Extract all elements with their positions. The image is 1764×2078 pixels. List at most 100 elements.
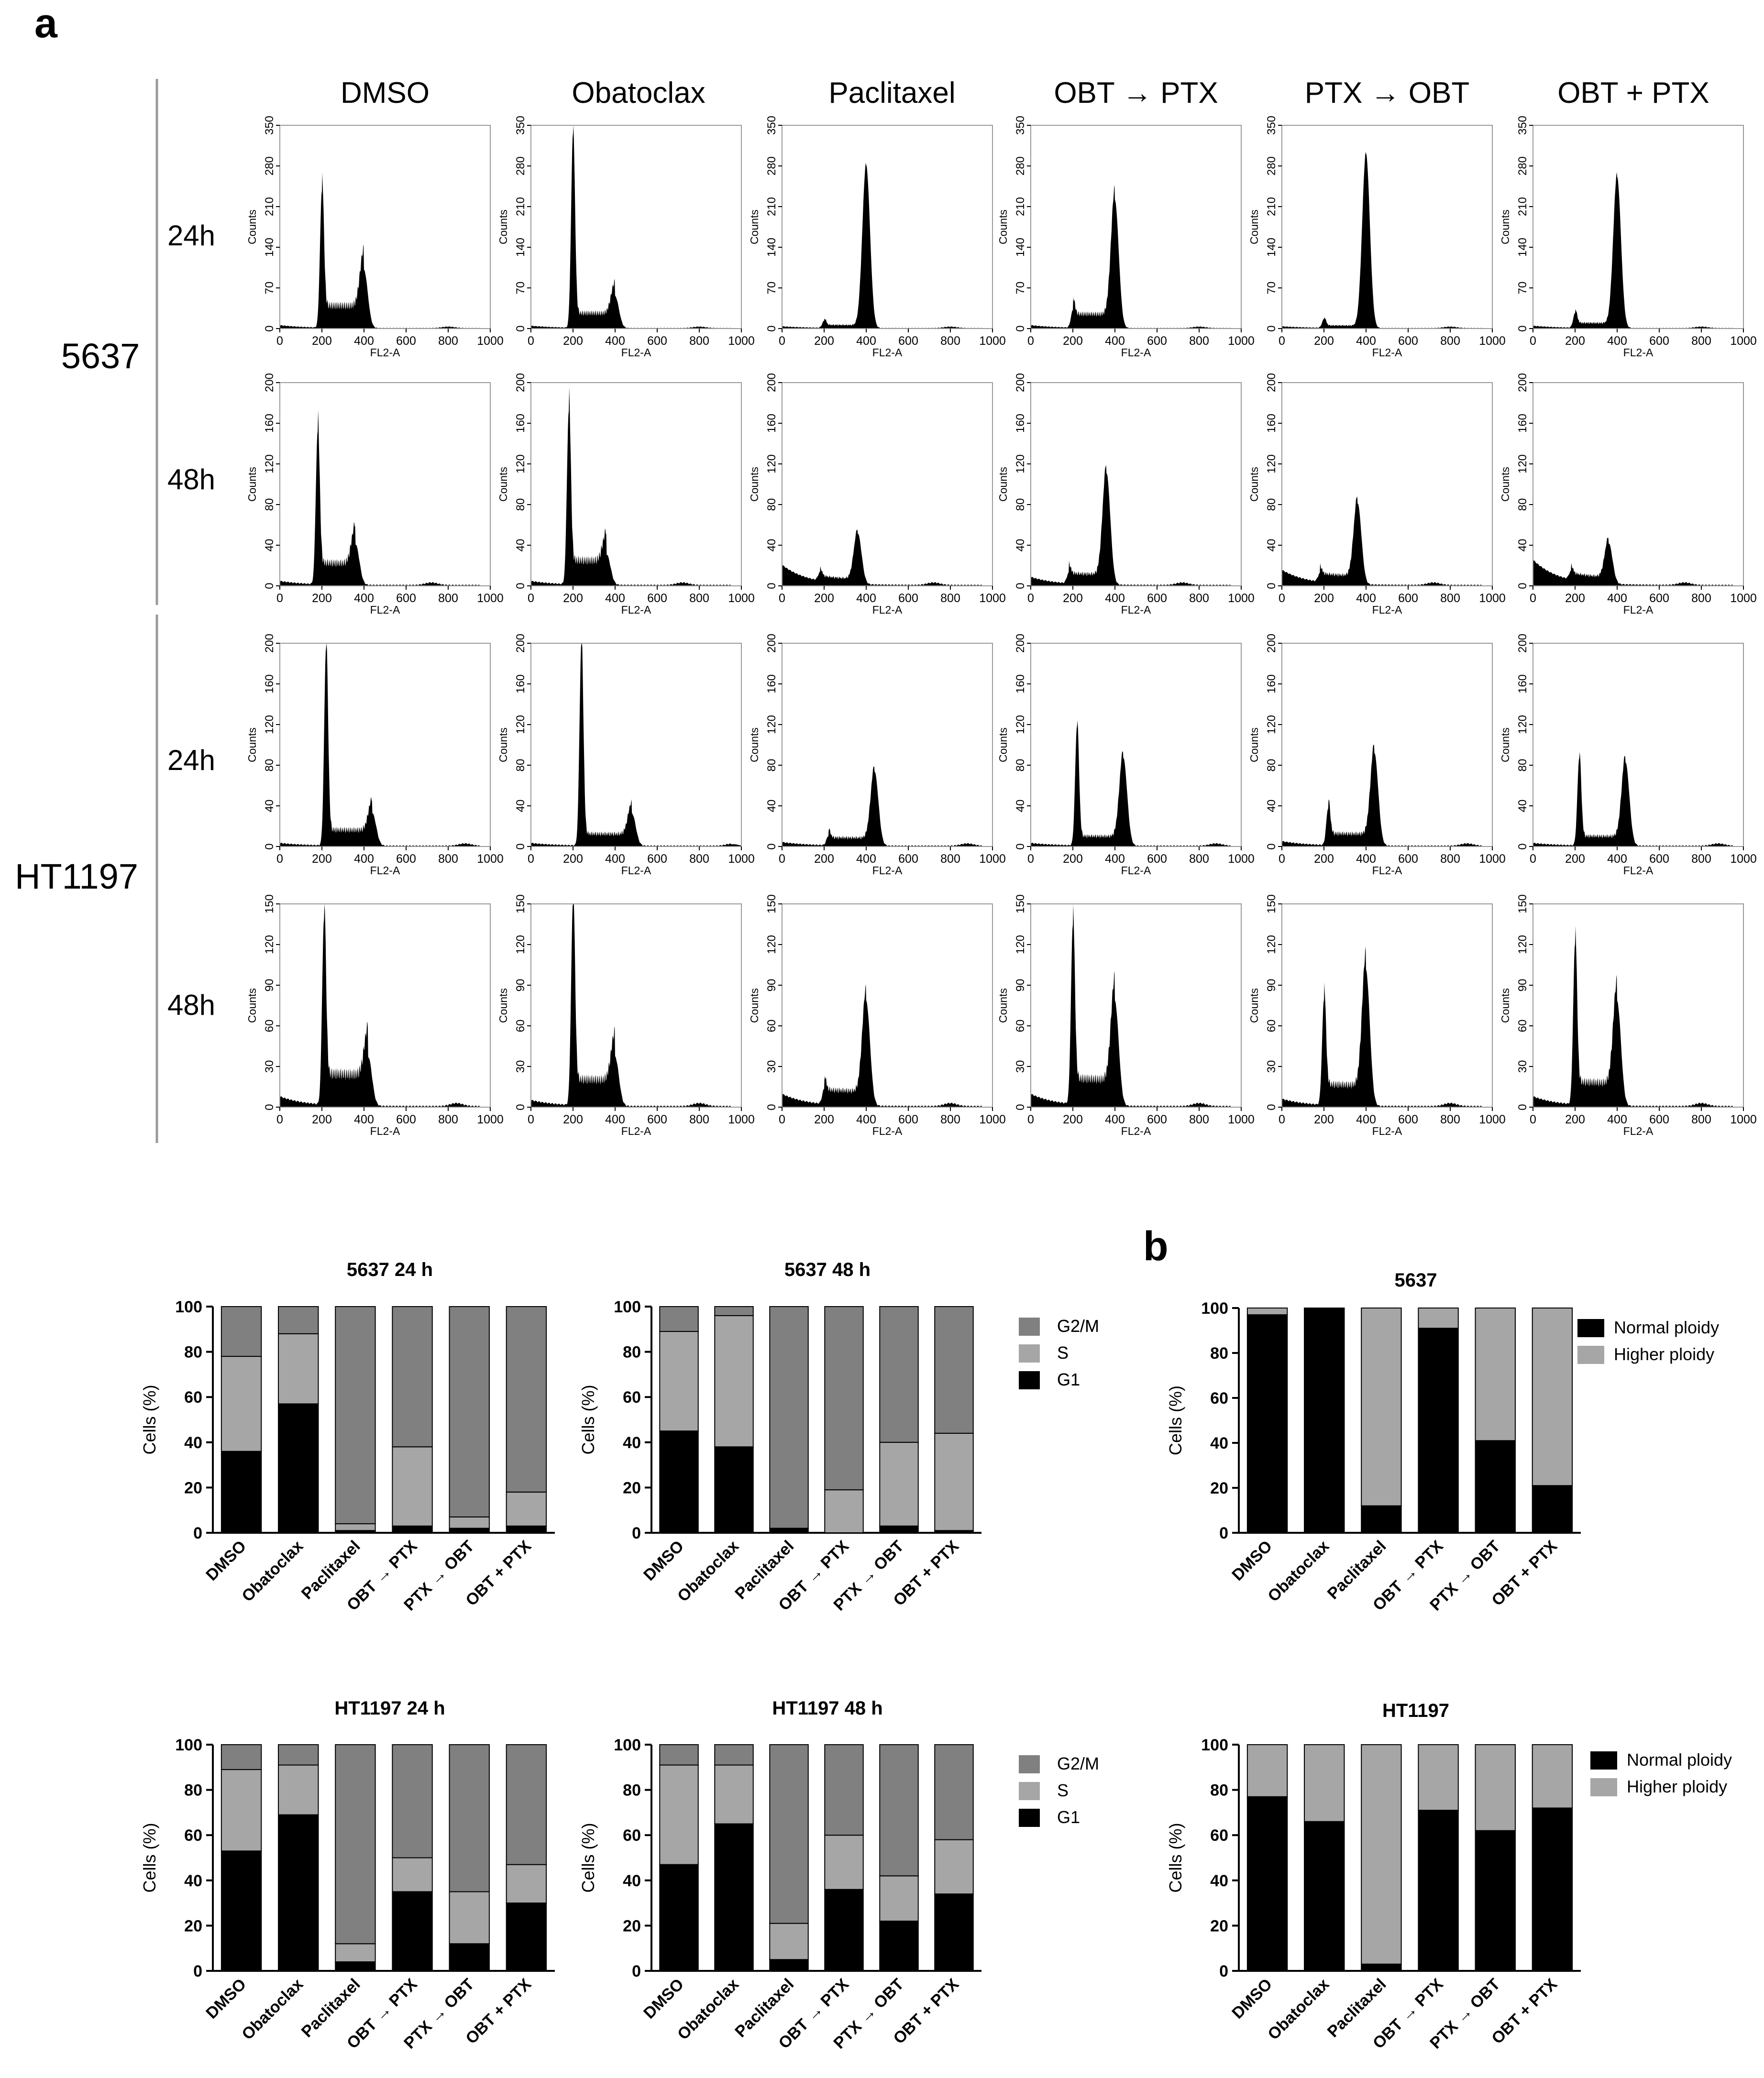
y-tick-label: 20 xyxy=(1210,1917,1228,1935)
plot-frame xyxy=(279,903,491,1108)
x-tick-label: 400 xyxy=(605,334,625,348)
plot-frame xyxy=(1281,382,1493,586)
x-tick-label: 400 xyxy=(354,1113,374,1126)
y-tick-label: 60 xyxy=(1265,1020,1278,1033)
x-axis-label: FL2-A xyxy=(370,864,400,877)
y-tick-label: 120 xyxy=(1516,454,1529,473)
y-axis-label: Cells (%) xyxy=(578,1385,598,1454)
bar-segment-higher-ploidy-dmso xyxy=(1246,1308,1288,1316)
histogram-trace xyxy=(531,125,741,329)
x-axis-label: FL2-A xyxy=(1372,346,1402,359)
y-tick-label: 0 xyxy=(263,325,276,331)
bar-segment-s-paclitaxel xyxy=(769,1923,809,1960)
plot-frame xyxy=(782,643,993,847)
plot-frame xyxy=(1281,643,1493,847)
x-tick-label: 200 xyxy=(814,852,834,866)
x-tick-label: 200 xyxy=(563,852,583,866)
x-tick-label: 0 xyxy=(528,592,534,605)
x-tick-label: 200 xyxy=(814,592,834,605)
y-tick-label: 0 xyxy=(1265,843,1278,849)
y-tick-label: 70 xyxy=(1516,282,1529,295)
bar-segment-normal-ploidy-dmso xyxy=(1246,1796,1288,1972)
bar-segment-s-dmso xyxy=(220,1356,262,1452)
bar-segment-g1-obt-ptx xyxy=(824,1889,864,1971)
y-axis-label: Counts xyxy=(997,727,1009,762)
x-tick-label: 0 xyxy=(276,592,283,605)
bar-segment-s-obatoclax xyxy=(714,1764,754,1825)
y-tick-label: 40 xyxy=(1210,1434,1228,1452)
x-tick-label: 400 xyxy=(1105,852,1125,866)
x-tick-label: 600 xyxy=(647,334,667,348)
bar-segment-higher-ploidy-obt-ptx xyxy=(1418,1744,1459,1811)
histogram-5637-48h-obt-ptx: 0 200 400 600 800 1000 FL2-A 0 40 80 120 160 200 Coun… xyxy=(997,373,1255,616)
y-tick-label: 30 xyxy=(263,1060,276,1073)
y-tick-label: 280 xyxy=(1516,156,1529,176)
y-tick-label: 30 xyxy=(1265,1060,1278,1073)
x-tick-label: 200 xyxy=(1314,1113,1334,1126)
histogram-ht1197-48h-obt-ptx: 0 200 400 600 800 1000 FL2-A 0 30 60 90 120 150 Count… xyxy=(997,894,1255,1137)
bar-segment-g1-obt-ptx xyxy=(506,1525,547,1534)
y-tick-label: 60 xyxy=(1014,1020,1027,1033)
x-tick-label: 400 xyxy=(1607,852,1627,866)
y-tick-label: 0 xyxy=(765,325,778,331)
y-tick-label: 40 xyxy=(765,800,778,813)
x-tick-label: 0 xyxy=(1279,852,1285,866)
y-tick-label: 0 xyxy=(1265,325,1278,331)
histogram-5637-24h-paclitaxel: 0 200 400 600 800 1000 FL2-A 0 70 140 210 280 350 Cou… xyxy=(748,116,1006,359)
legend-label-g2-m: G2/M xyxy=(1057,1754,1099,1773)
legend-swatch-g2-m xyxy=(1019,1755,1040,1773)
y-tick-label: 200 xyxy=(1014,373,1027,392)
y-tick-label: 0 xyxy=(193,1524,202,1542)
y-tick-label: 280 xyxy=(1265,156,1278,176)
y-tick-label: 0 xyxy=(263,583,276,589)
y-tick-label: 120 xyxy=(514,715,527,734)
histogram-5637-48h-dmso: 0 200 400 600 800 1000 FL2-A 0 40 80 120 160 200 Coun… xyxy=(246,373,504,616)
histogram-5637-24h-obt-ptx: 0 200 400 600 800 1000 FL2-A 0 70 140 210 280 350 Cou… xyxy=(997,116,1255,359)
time-label-5637-48h: 48h xyxy=(167,463,215,495)
time-label-ht1197-24h: 24h xyxy=(167,744,215,776)
y-axis-label: Counts xyxy=(1248,467,1260,502)
x-tick-label: 0 xyxy=(779,334,785,348)
y-axis-label: Cells (%) xyxy=(1166,1823,1185,1892)
x-tick-label: 200 xyxy=(1565,852,1585,866)
y-tick-label: 280 xyxy=(1014,156,1027,176)
y-tick-label: 40 xyxy=(623,1434,641,1452)
x-tick-label: 400 xyxy=(605,1113,625,1126)
x-tick-label: 400 xyxy=(856,852,876,866)
histogram-trace xyxy=(1031,904,1241,1107)
x-tick-label: 1000 xyxy=(728,334,755,348)
column-header-obt-ptx-seq: OBT → PTX xyxy=(1054,77,1218,110)
x-tick-label: 400 xyxy=(856,1113,876,1126)
y-tick-label: 100 xyxy=(1201,1299,1228,1318)
legend-label-g1: G1 xyxy=(1057,1370,1080,1389)
column-header-dmso: DMSO xyxy=(341,77,430,110)
plot-frame xyxy=(1532,382,1744,586)
y-tick-label: 0 xyxy=(514,843,527,849)
y-tick-label: 120 xyxy=(765,454,778,473)
bar-segment-normal-ploidy-obatoclax xyxy=(1304,1821,1345,1972)
y-tick-label: 160 xyxy=(1014,674,1027,693)
x-tick-label: 1000 xyxy=(1228,334,1255,348)
x-tick-label: 200 xyxy=(312,1113,332,1126)
plot-frame xyxy=(279,382,491,586)
y-axis-label: Counts xyxy=(997,467,1009,502)
plot-frame xyxy=(530,903,742,1108)
x-tick-label: 600 xyxy=(1147,852,1167,866)
y-tick-label: 90 xyxy=(1014,979,1027,992)
bar-segment-g2-m-ptx-obt xyxy=(879,1744,919,1877)
y-tick-label: 80 xyxy=(1210,1781,1228,1800)
bar-segment-g1-paclitaxel xyxy=(769,1528,809,1534)
x-tick-label: 400 xyxy=(605,592,625,605)
y-tick-label: 120 xyxy=(263,935,276,954)
x-tick-label: 1000 xyxy=(1479,592,1506,605)
legend-swatch-s xyxy=(1019,1782,1040,1800)
y-tick-label: 80 xyxy=(1265,759,1278,772)
legend-label-s: S xyxy=(1057,1343,1069,1363)
y-tick-label: 0 xyxy=(632,1524,641,1542)
x-tick-label: 400 xyxy=(1105,592,1125,605)
y-tick-label: 80 xyxy=(263,759,276,772)
y-tick-label: 0 xyxy=(1265,1104,1278,1110)
x-tick-label: 1000 xyxy=(1479,852,1506,866)
y-axis-label: Counts xyxy=(997,988,1009,1023)
legend: Normal ploidy Higher ploidy xyxy=(1590,1750,1732,1796)
